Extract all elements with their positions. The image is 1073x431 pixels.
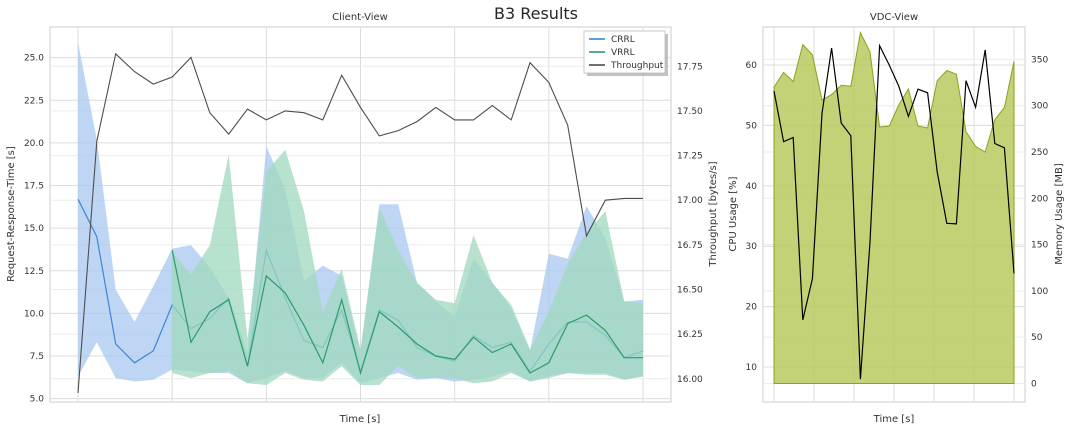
- vrrl-confidence-band: [172, 149, 643, 385]
- vdc-view-ytick-label: 40: [746, 182, 758, 192]
- vdc-view-ylabel: CPU Usage [%]: [728, 176, 739, 251]
- client-view-ytick-label: 7.5: [30, 352, 44, 362]
- legend-label-crrl: CRRL: [611, 35, 635, 45]
- vdc-view-title: VDC-View: [870, 12, 918, 23]
- vdc-view-ytick-label: 60: [746, 61, 758, 71]
- client-view-ytick-label: 12.5: [24, 267, 44, 277]
- vdc-view-chart: 10 20 30 40 50 60 0 50 100 150 200 250 300 350 VDC-Vi…: [728, 12, 1065, 425]
- vdc-view-ytick-label: 20: [746, 303, 758, 313]
- cpu-usage-line: [773, 43, 1015, 380]
- client-view-ytick-right-label: 17.25: [677, 152, 703, 162]
- client-view-ytick-label: 22.5: [24, 96, 44, 106]
- client-view-ytick-right-label: 17.00: [677, 196, 703, 206]
- legend-label-vrrl: VRRL: [611, 48, 635, 58]
- vdc-view-ytick-label: 30: [746, 242, 758, 252]
- vdc-view-ytick-right-label: 200: [1031, 194, 1048, 204]
- throughput-line: [77, 52, 643, 394]
- memory-usage-area: [773, 31, 1015, 384]
- client-view-ytick-label: 15.0: [24, 224, 44, 234]
- client-view-ytick-right-label: 16.50: [677, 286, 703, 296]
- client-view-xlabel: Time [s]: [339, 414, 381, 425]
- client-view-ytick-label: 25.0: [24, 54, 44, 64]
- figure-title: B3 Results: [494, 4, 578, 23]
- client-view-ytick-right-label: 17.75: [677, 62, 703, 72]
- vdc-view-ytick-label: 10: [746, 363, 758, 373]
- legend: CRRL VRRL Throughput: [583, 30, 668, 76]
- vdc-view-ytick-label: 50: [746, 121, 758, 131]
- client-view-ytick-right-label: 16.25: [677, 330, 703, 340]
- vdc-view-ylabel-right: Memory Usage [MB]: [1054, 163, 1065, 265]
- client-view-title: Client-View: [332, 12, 388, 23]
- client-view-ytick-label: 10.0: [24, 309, 44, 319]
- client-view-ytick-label: 20.0: [24, 139, 44, 149]
- vdc-view-ytick-right-label: 0: [1031, 379, 1037, 389]
- client-view-ylabel: Request-Response-Time [s]: [6, 146, 17, 282]
- vdc-view-ytick-right-label: 350: [1031, 55, 1048, 65]
- client-view-ytick-right-label: 16.00: [677, 375, 703, 385]
- client-view-ylabel-right: Throughput [bytes/s]: [708, 161, 719, 267]
- vdc-view-ytick-right-label: 100: [1031, 287, 1048, 297]
- client-view-ytick-right-label: 16.75: [677, 241, 703, 251]
- client-view-ytick-label: 17.5: [24, 182, 44, 192]
- client-view-ytick-label: 5.0: [30, 395, 45, 405]
- vdc-view-ytick-right-label: 300: [1031, 102, 1048, 112]
- vdc-view-xlabel: Time [s]: [873, 414, 915, 425]
- vdc-view-ytick-right-label: 50: [1031, 333, 1043, 343]
- client-view-chart: 5.0 7.5 10.0 12.5 15.0 17.5 20.0 22.5 25.0 16.00 1…: [6, 12, 719, 425]
- client-view-ytick-right-label: 17.50: [677, 107, 703, 117]
- vrrl-line: [171, 250, 643, 376]
- vdc-view-ytick-right-label: 150: [1031, 241, 1048, 251]
- vdc-view-ytick-right-label: 250: [1031, 148, 1048, 158]
- legend-label-throughput: Throughput: [610, 61, 664, 71]
